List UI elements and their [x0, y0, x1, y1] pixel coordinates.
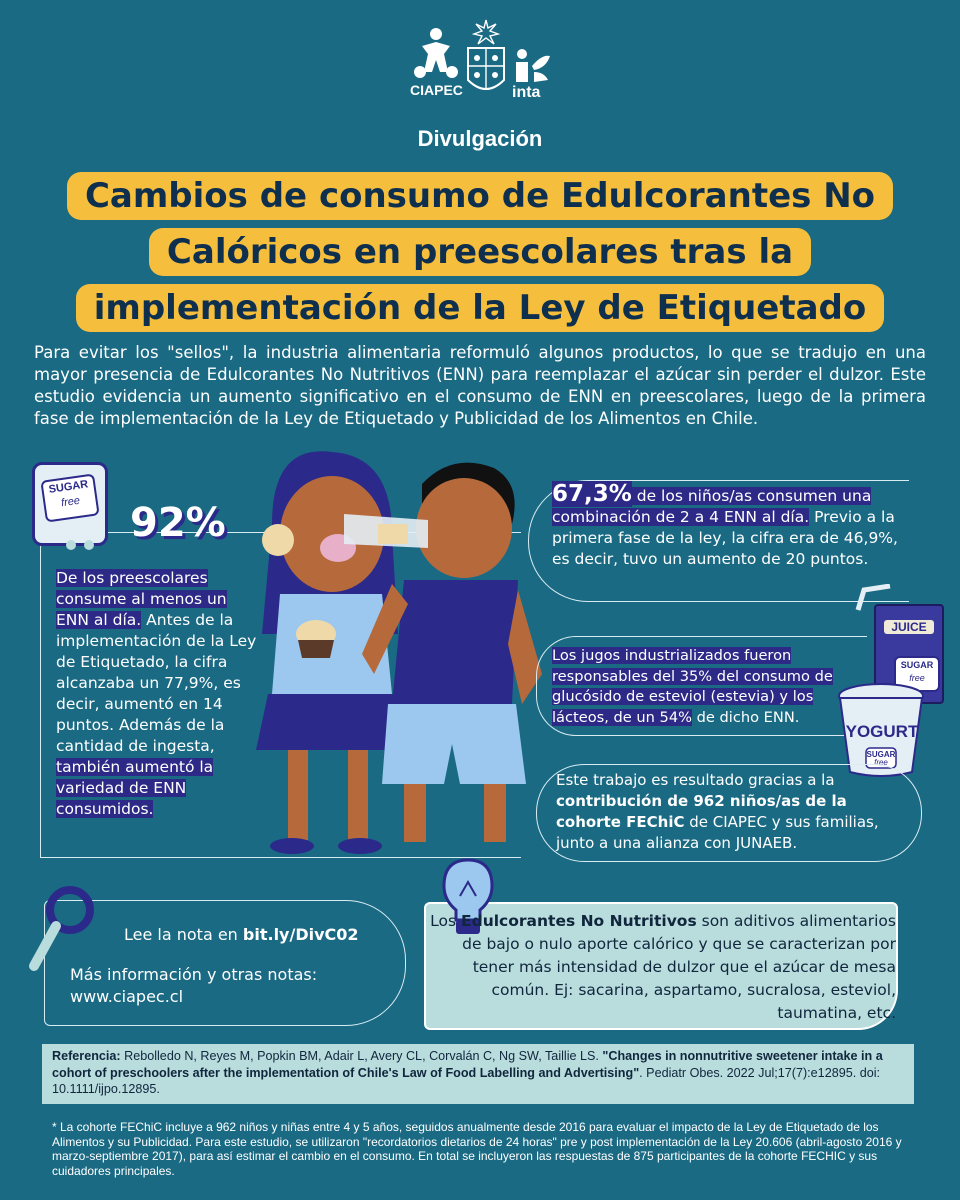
phone-sticker: SUGAR free [32, 462, 108, 546]
lee-nota-text: Lee la nota en bit.ly/DivC02 [124, 924, 359, 945]
right-credit-panel [536, 764, 922, 862]
right-1-body: Previo a la primera fase de la ley, la c… [552, 508, 898, 568]
left-body: Antes de la implementación de la Ley de … [56, 611, 257, 755]
stat-67-percent: 67,3% [552, 481, 632, 507]
left-panel-text: De los preescolares consume al menos un … [56, 568, 264, 820]
left-highlight: De los preescolares consume al menos un … [56, 569, 227, 629]
title-line-3: implementación de la Ley de Etiquetado [93, 288, 867, 328]
children-illustration-icon [256, 451, 542, 854]
right-panel-1-text: 67,3% de los niños/as consumen una combi… [552, 481, 914, 570]
juice-label: JUICE [884, 620, 934, 634]
title-line-1: Cambios de consumo de Edulcorantes No [84, 176, 876, 216]
page-title: Cambios de consumo de Edulcorantes No Cal… [66, 172, 894, 332]
right-panel-2-text: Los jugos industrializados fueron respon… [552, 646, 852, 728]
magnifier-icon [29, 886, 94, 971]
reference-title: "Changes in nonnutritive sweetener intak… [52, 1049, 883, 1080]
definition-text-a: Los [430, 912, 462, 930]
reference-box [42, 1044, 914, 1104]
sugar-free-sticker: SUGAR free [40, 473, 100, 523]
dot-decoration [84, 540, 94, 550]
juice-sugar: SUGAR [900, 660, 934, 670]
mas-info-text: Más información y otras notas: [70, 965, 318, 984]
left-highlight-2: también aumentó la variedad de ENN consu… [56, 758, 214, 818]
reference-authors: Rebolledo N, Reyes M, Popkin BM, Adair L… [120, 1049, 603, 1063]
definition-box [424, 902, 898, 1030]
reference-journal: . Pediatr Obes. 2022 Jul;17(7):e12895. d… [52, 1065, 881, 1097]
footnote: * La cohorte FEChiC incluye a 962 niños … [52, 1120, 902, 1178]
right-3-text-a: Este trabajo es resultado gracias a la [556, 771, 835, 789]
ciapec-logo-label: CIAPEC [410, 82, 463, 98]
title-block: Cambios de consumo de Edulcorantes No Cal… [30, 168, 930, 336]
straw-icon [855, 584, 891, 611]
inta-logo-label: inta [512, 84, 541, 101]
lee-nota-label: Lee la nota en [124, 925, 243, 944]
definition-text-b: son aditivos alimentarios de bajo o nulo… [462, 912, 896, 1022]
links-panel [44, 900, 406, 1026]
yogurt-free: free [874, 758, 888, 767]
reference-label: Referencia: [52, 1049, 121, 1063]
definition-bold: Edulcorantes No Nutritivos [461, 912, 697, 930]
right-panel-3-text: Este trabajo es resultado gracias a la c… [556, 770, 906, 854]
yogurt-sugar: SUGAR [866, 750, 896, 759]
bitly-link[interactable]: bit.ly/DivC02 [242, 925, 359, 944]
dot-decoration [66, 540, 76, 550]
yogurt-icon [838, 683, 924, 777]
juice-carton: JUICE SUGAR free [874, 604, 944, 704]
right-stat-panel [528, 480, 909, 602]
right-3-bold: contribución de 962 niños/as de la cohor… [556, 792, 847, 831]
section-label: Divulgación [417, 126, 543, 151]
right-2-body: de dicho ENN. [692, 708, 800, 726]
ciapec-logo-icon [414, 28, 458, 78]
definition-text: Los Edulcorantes No Nutritivos son aditi… [430, 910, 896, 1025]
university-crest-icon [467, 19, 505, 90]
lightbulb-icon [442, 858, 494, 934]
logo-group: CIAPEC inta [408, 18, 558, 104]
intro-paragraph: Para evitar los "sellos", la industria a… [34, 343, 926, 428]
juice-free: free [909, 673, 925, 683]
title-line-2: Calóricos en preescolares tras la [166, 232, 794, 272]
reference-text: Referencia: Rebolledo N, Reyes M, Popkin… [52, 1048, 906, 1098]
yogurt-label: YOGURT [845, 722, 919, 741]
right-3-text-b: de CIAPEC y sus familias, junto a una al… [556, 813, 879, 852]
stat-92-percent: 92% [130, 500, 226, 546]
inta-logo-icon [516, 49, 550, 82]
website-link[interactable]: www.ciapec.cl [70, 987, 184, 1006]
right-info-panel [536, 636, 867, 736]
